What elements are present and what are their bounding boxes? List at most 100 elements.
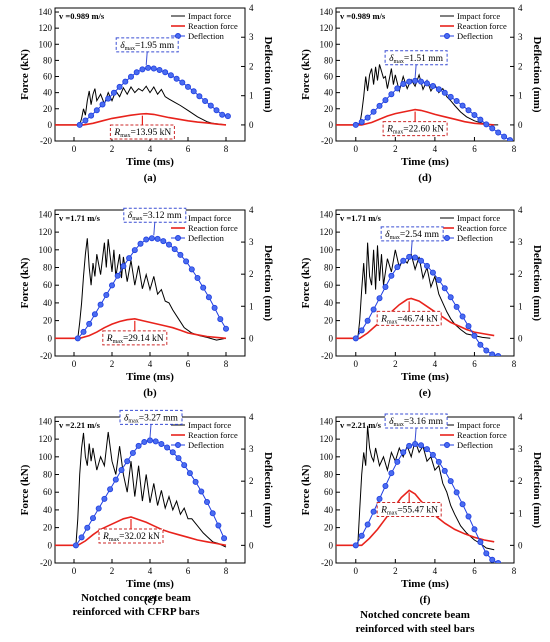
y-tick-label: 100	[320, 39, 334, 49]
deflection-marker	[91, 311, 98, 318]
deflection-marker	[122, 78, 129, 85]
y2-tick-label: 0	[518, 120, 523, 130]
x-tick-label: 2	[393, 566, 398, 576]
deflection-marker	[441, 89, 448, 96]
deflection-marker	[370, 508, 377, 515]
y2-tick-label: 1	[249, 301, 254, 311]
series-line-impact-force	[55, 85, 227, 126]
rmax-value: =46.74 kN	[397, 314, 438, 324]
dmax-subscript: max	[394, 59, 404, 65]
y-tick-label: 20	[43, 316, 53, 326]
deflection-marker	[406, 253, 413, 260]
y2-tick-label: 2	[518, 269, 523, 279]
dmax-arrow	[414, 427, 417, 441]
deflection-marker	[495, 129, 502, 136]
deflection-marker	[382, 97, 389, 104]
velocity-label: v =2.21 m/s	[340, 420, 382, 430]
chart-panel-0: 0 2 4 6 8 -20 0 20 40 60 80 100 120 140 0 1 2 3 4 Time (ms)…	[19, 3, 274, 184]
deflection-marker	[495, 560, 502, 563]
rmax-subscript: max	[387, 510, 397, 516]
deflection-marker	[222, 325, 229, 332]
deflection-marker	[179, 79, 186, 86]
deflection-marker	[388, 272, 395, 279]
y2-tick-label: 3	[249, 32, 254, 42]
y-tick-label: 120	[39, 23, 53, 33]
dmax-label: δmax=1.95 mm	[120, 41, 175, 52]
x-tick-label: 0	[354, 566, 359, 576]
deflection-marker	[188, 266, 195, 273]
deflection-marker	[370, 108, 377, 115]
legend-label: Deflection	[457, 233, 494, 243]
caption-right-line1: Notched concrete beam	[360, 609, 470, 621]
y-axis-title: Force (kN)	[300, 257, 312, 308]
deflection-marker	[429, 451, 436, 458]
rmax-subscript: max	[120, 133, 130, 139]
y-tick-label: 100	[320, 245, 334, 255]
deflection-marker	[203, 499, 210, 506]
y-tick-label: 0	[329, 540, 334, 550]
dmax-subscript: max	[125, 46, 135, 52]
y-tick-label: 60	[43, 487, 53, 497]
deflection-marker	[78, 534, 85, 541]
deflection-marker	[171, 246, 178, 253]
y-tick-label: 20	[43, 104, 53, 114]
deflection-marker	[400, 81, 407, 88]
deflection-marker	[82, 117, 89, 124]
deflection-marker	[441, 467, 448, 474]
y-tick-label: 40	[43, 505, 53, 515]
panel-label: (d)	[418, 172, 432, 184]
deflection-marker	[382, 482, 389, 489]
plot-area	[336, 242, 502, 356]
y-tick-label: 120	[320, 23, 334, 33]
deflection-marker	[495, 353, 502, 356]
deflection-marker	[165, 241, 172, 248]
dmax-value: =3.12 mm	[143, 211, 183, 221]
x-tick-label: 0	[354, 144, 359, 154]
deflection-marker	[483, 347, 490, 354]
deflection-marker	[109, 282, 116, 289]
deflection-marker	[400, 449, 407, 456]
dmax-symbol: δ	[385, 230, 390, 240]
deflection-marker	[110, 89, 117, 96]
y-tick-label: 120	[320, 434, 334, 444]
dmax-value: =1.51 mm	[404, 54, 444, 64]
y-tick-label: 140	[39, 7, 53, 17]
deflection-marker	[382, 284, 389, 291]
y2-tick-label: 1	[249, 508, 254, 518]
deflection-marker	[127, 73, 134, 80]
chart-panel-1: 0 2 4 6 8 -20 0 20 40 60 80 100 120 140 0 1 2 3 4 Time (ms)…	[19, 205, 274, 399]
series-line-reaction-force	[336, 489, 495, 547]
deflection-marker	[148, 235, 155, 242]
dmax-label: δmax=2.54 mm	[385, 230, 440, 241]
deflection-marker	[175, 455, 182, 462]
chart-panel-4: 0 2 4 6 8 -20 0 20 40 60 80 100 120 140 0 1 2 3 4 Time (ms)…	[300, 205, 543, 399]
y-tick-label: 60	[43, 280, 53, 290]
deflection-marker	[447, 478, 454, 485]
deflection-marker	[358, 119, 365, 126]
dmax-label: δmax=1.51 mm	[389, 54, 444, 65]
deflection-marker	[120, 263, 127, 270]
legend-label: Impact force	[188, 213, 231, 223]
dmax-symbol: δ	[389, 54, 394, 64]
legend-marker	[444, 33, 450, 39]
legend-label: Reaction force	[188, 430, 238, 440]
deflection-marker	[162, 69, 169, 76]
deflection-marker	[388, 470, 395, 477]
dmax-value: =2.54 mm	[400, 230, 440, 240]
deflection-marker	[429, 269, 436, 276]
deflection-marker	[483, 550, 490, 557]
deflection-marker	[190, 88, 197, 95]
y-tick-label: 20	[324, 523, 334, 533]
x-tick-label: 2	[393, 144, 398, 154]
deflection-marker	[186, 470, 193, 477]
legend-label: Reaction force	[188, 21, 238, 31]
deflection-marker	[152, 438, 159, 445]
deflection-marker	[141, 439, 148, 446]
deflection-marker	[471, 526, 478, 533]
x-tick-label: 2	[110, 144, 115, 154]
rmax-subscript: max	[113, 339, 123, 345]
y-tick-label: 100	[39, 452, 53, 462]
deflection-marker	[202, 97, 209, 104]
x-tick-label: 2	[110, 359, 115, 369]
plot-area	[336, 64, 514, 141]
